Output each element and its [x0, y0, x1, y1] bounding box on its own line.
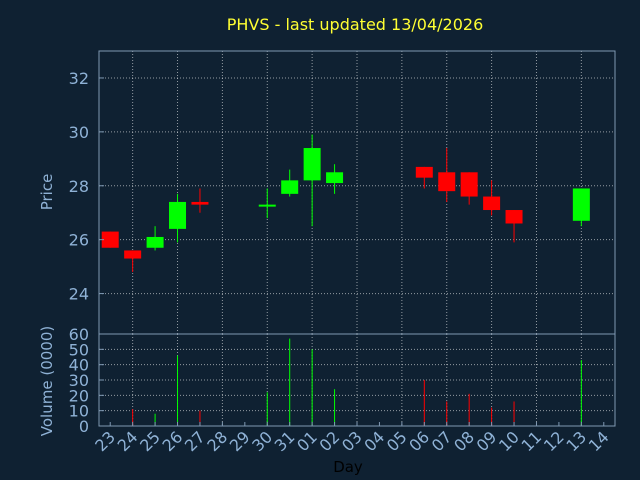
candle-body	[101, 231, 119, 248]
volume-series	[132, 338, 582, 426]
candle-body	[303, 148, 321, 181]
volume-y-tick-label: 60	[69, 325, 89, 344]
price-axis-label: Price	[38, 174, 56, 211]
candle-body	[415, 166, 433, 178]
price-y-tick-label: 26	[69, 231, 89, 250]
price-y-tick-label: 24	[69, 285, 89, 304]
candle-body	[281, 180, 299, 194]
candle-body	[460, 172, 478, 197]
candle-body	[258, 204, 276, 207]
volume-y-tick-label: 10	[69, 402, 89, 421]
price-y-ticks: 24 26 28 30 32	[69, 69, 104, 304]
volume-y-tick-label: 40	[69, 356, 89, 375]
candle-body	[146, 236, 164, 248]
candle-body	[483, 196, 501, 211]
chart-title: PHVS - last updated 13/04/2026	[227, 15, 484, 34]
volume-axis-label: Volume (0000)	[38, 326, 56, 436]
candlestick-series	[101, 134, 590, 273]
candle-body	[572, 188, 590, 221]
candle-body	[326, 172, 344, 184]
volume-y-tick-label: 20	[69, 386, 89, 405]
candle-body	[191, 201, 209, 205]
volume-y-tick-label: 0	[79, 417, 89, 436]
candle-body	[438, 172, 456, 192]
price-y-tick-label: 32	[69, 69, 89, 88]
volume-y-tick-label: 50	[69, 340, 89, 359]
candle-body	[124, 250, 142, 259]
candle-body	[169, 201, 187, 229]
price-y-tick-label: 28	[69, 177, 89, 196]
candle-body	[505, 210, 523, 224]
volume-y-tick-label: 30	[69, 371, 89, 390]
price-y-tick-label: 30	[69, 123, 89, 142]
x-axis-label: Day	[333, 458, 363, 476]
